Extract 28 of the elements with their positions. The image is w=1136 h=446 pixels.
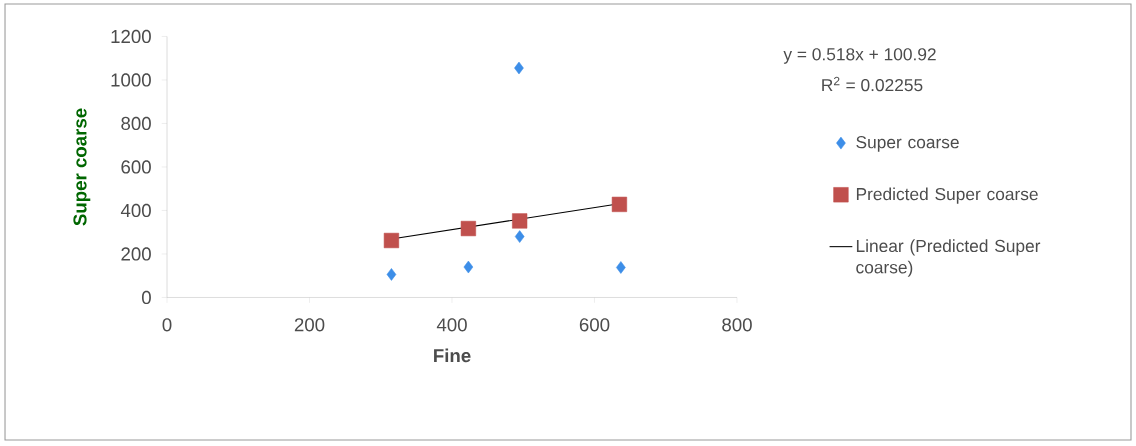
x-tick-label: 600 bbox=[579, 318, 610, 332]
x-tick-label: 200 bbox=[294, 318, 325, 332]
text: R$^{2}$ = 0.02255 bbox=[822, 76, 923, 92]
point bbox=[463, 260, 474, 274]
point bbox=[514, 61, 524, 75]
legend-label: Linear (Predicted Super coarse) bbox=[856, 239, 1041, 277]
point bbox=[383, 232, 400, 249]
x-tick-label: 400 bbox=[436, 318, 467, 332]
x-tick-label: 800 bbox=[722, 318, 752, 332]
point bbox=[512, 213, 528, 229]
point bbox=[611, 196, 628, 212]
point bbox=[386, 268, 397, 281]
x-axis-title: Fine bbox=[434, 348, 471, 363]
y-tick-label: 400 bbox=[120, 203, 151, 218]
legend-label: Predicted Super coarse bbox=[856, 187, 1038, 204]
y-tick-label: 200 bbox=[121, 247, 151, 261]
y-tick-label: 800 bbox=[121, 116, 151, 131]
y-tick-label: 0 bbox=[141, 290, 151, 305]
x-tick-label: 0 bbox=[162, 318, 172, 332]
point bbox=[514, 230, 525, 243]
text: y = 0.518x + 100.92 bbox=[783, 48, 936, 64]
y-tick-label: 1200 bbox=[111, 29, 151, 44]
point bbox=[460, 220, 476, 237]
y-tick-label: 600 bbox=[121, 160, 151, 174]
point bbox=[616, 261, 626, 274]
y-axis-title: Super coarse bbox=[73, 108, 91, 226]
y-tick-label: 1000 bbox=[111, 73, 151, 87]
legend-label: Super coarse bbox=[856, 136, 959, 152]
